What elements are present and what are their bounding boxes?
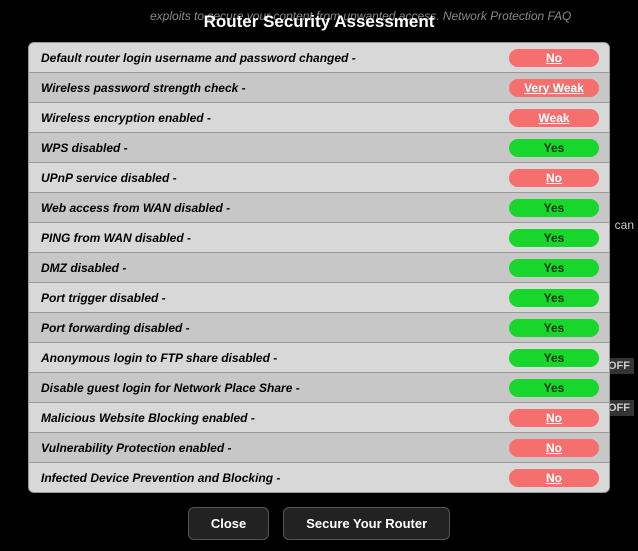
dialog-button-bar: Close Secure Your Router (0, 493, 638, 550)
status-badge-bad[interactable]: No (509, 469, 599, 487)
status-badge-good: Yes (509, 289, 599, 307)
status-badge-good: Yes (509, 199, 599, 217)
assessment-row: PING from WAN disabled -Yes (29, 223, 609, 253)
assessment-row: Port forwarding disabled -Yes (29, 313, 609, 343)
assessment-row: Anonymous login to FTP share disabled -Y… (29, 343, 609, 373)
status-badge-bad[interactable]: No (509, 439, 599, 457)
assessment-row-label: UPnP service disabled - (41, 171, 509, 185)
status-badge-bad[interactable]: No (509, 169, 599, 187)
assessment-row: Web access from WAN disabled -Yes (29, 193, 609, 223)
status-badge-good: Yes (509, 139, 599, 157)
assessment-row-label: Infected Device Prevention and Blocking … (41, 471, 509, 485)
assessment-row-label: WPS disabled - (41, 141, 509, 155)
secure-router-button[interactable]: Secure Your Router (283, 507, 450, 540)
status-badge-good: Yes (509, 259, 599, 277)
assessment-row: Malicious Website Blocking enabled -No (29, 403, 609, 433)
status-badge-good: Yes (509, 319, 599, 337)
assessment-row: Wireless encryption enabled -Weak (29, 103, 609, 133)
assessment-row: Wireless password strength check -Very W… (29, 73, 609, 103)
assessment-row: WPS disabled -Yes (29, 133, 609, 163)
assessment-row-label: Default router login username and passwo… (41, 51, 509, 65)
assessment-row-label: Wireless password strength check - (41, 81, 509, 95)
assessment-row: DMZ disabled -Yes (29, 253, 609, 283)
dialog-title: Router Security Assessment (0, 0, 638, 42)
security-assessment-dialog: Router Security Assessment Default route… (0, 0, 638, 550)
close-button[interactable]: Close (188, 507, 269, 540)
assessment-row: Default router login username and passwo… (29, 43, 609, 73)
status-badge-good: Yes (509, 349, 599, 367)
assessment-row-label: Port trigger disabled - (41, 291, 509, 305)
status-badge-good: Yes (509, 229, 599, 247)
assessment-row-label: PING from WAN disabled - (41, 231, 509, 245)
status-badge-bad[interactable]: Weak (509, 109, 599, 127)
assessment-row: Vulnerability Protection enabled -No (29, 433, 609, 463)
status-badge-good: Yes (509, 379, 599, 397)
status-badge-bad[interactable]: Very Weak (509, 79, 599, 97)
assessment-row-label: DMZ disabled - (41, 261, 509, 275)
assessment-row: UPnP service disabled -No (29, 163, 609, 193)
assessment-row: Port trigger disabled -Yes (29, 283, 609, 313)
assessment-row-label: Malicious Website Blocking enabled - (41, 411, 509, 425)
assessment-row-label: Anonymous login to FTP share disabled - (41, 351, 509, 365)
assessment-row: Disable guest login for Network Place Sh… (29, 373, 609, 403)
assessment-row-label: Wireless encryption enabled - (41, 111, 509, 125)
assessment-table: Default router login username and passwo… (28, 42, 610, 493)
assessment-row-label: Vulnerability Protection enabled - (41, 441, 509, 455)
status-badge-bad[interactable]: No (509, 49, 599, 67)
assessment-row-label: Disable guest login for Network Place Sh… (41, 381, 509, 395)
assessment-row-label: Web access from WAN disabled - (41, 201, 509, 215)
assessment-row-label: Port forwarding disabled - (41, 321, 509, 335)
assessment-row: Infected Device Prevention and Blocking … (29, 463, 609, 492)
status-badge-bad[interactable]: No (509, 409, 599, 427)
